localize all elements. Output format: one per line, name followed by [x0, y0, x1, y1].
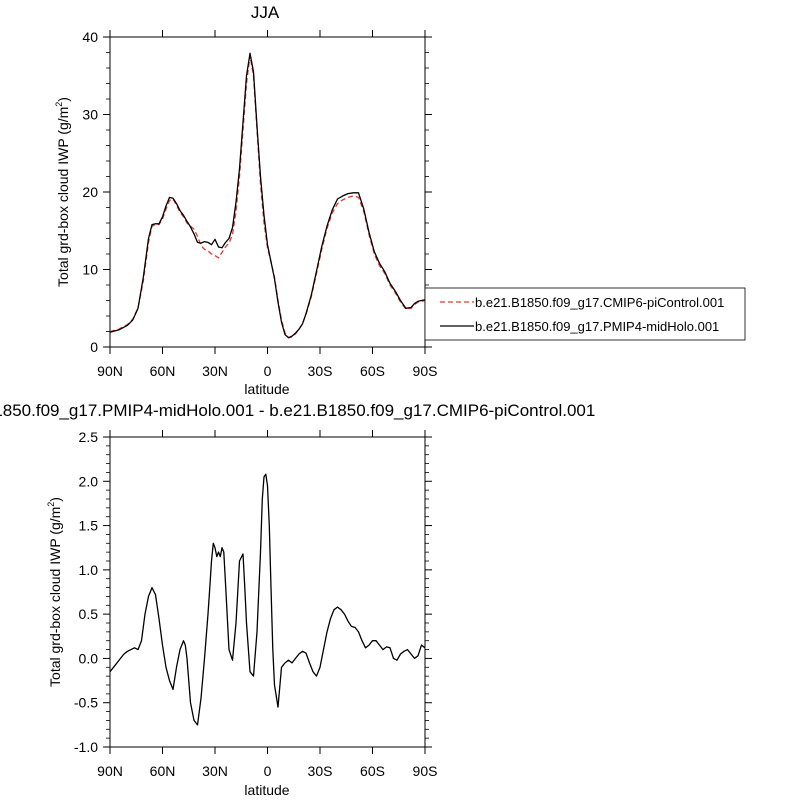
- y-tick-label: 20: [82, 184, 98, 200]
- y-tick-label: 30: [82, 107, 98, 123]
- x-tick-label: 90N: [97, 763, 123, 779]
- x-axis-label: latitude: [244, 782, 289, 798]
- y-axis-label: Total grd-box cloud IWP (g/m2): [54, 97, 71, 287]
- x-tick-label: 60N: [150, 363, 176, 379]
- x-tick-labels: 90N 60N 30N 0 30S 60S 90S: [97, 363, 437, 379]
- series-lines: [109, 52, 426, 339]
- axis-ticks: [103, 430, 432, 754]
- x-tick-label: 60N: [150, 763, 176, 779]
- panel-bottom: b.e21.B1850.f09_g17.PMIP4-midHolo.001 - …: [0, 401, 595, 798]
- y-tick-label: 10: [82, 262, 98, 278]
- panel-top: JJA 0 10 20 30 40 90N 60N 30N 0 30S 60S 90S latitu…: [54, 3, 437, 397]
- y-tick-label: 1.0: [79, 562, 99, 578]
- x-tick-label: 0: [264, 363, 272, 379]
- x-tick-label: 90S: [413, 363, 438, 379]
- series-line-1: [109, 473, 426, 726]
- x-tick-label: 90S: [413, 763, 438, 779]
- y-tick-label: -0.5: [74, 695, 98, 711]
- legend-label-midholo: b.e21.B1850.f09_g17.PMIP4-midHolo.001: [475, 319, 719, 334]
- legend-box: [424, 287, 746, 341]
- y-tick-label: 0.0: [79, 650, 99, 666]
- y-tick-label: 2.0: [79, 473, 99, 489]
- legend: b.e21.B1850.f09_g17.CMIP6-piControl.001 …: [424, 287, 746, 341]
- x-tick-label: 30S: [308, 363, 333, 379]
- y-tick-label: 0.5: [79, 606, 99, 622]
- x-tick-label: 0: [264, 763, 272, 779]
- y-tick-label: 0: [90, 339, 98, 355]
- y-tick-labels: -1.0 -0.5 0.0 0.5 1.0 1.5 2.0 2.5: [74, 429, 98, 755]
- y-tick-labels: 0 10 20 30 40: [82, 29, 98, 355]
- x-tick-labels: 90N 60N 30N 0 30S 60S 90S: [97, 763, 437, 779]
- legend-label-picontrol: b.e21.B1850.f09_g17.CMIP6-piControl.001: [475, 295, 724, 310]
- x-tick-label: 60S: [360, 763, 385, 779]
- x-tick-label: 90N: [97, 363, 123, 379]
- y-tick-label: 1.5: [79, 518, 99, 534]
- plot-frame: [109, 36, 426, 348]
- series-line-2: [109, 52, 426, 339]
- y-tick-label: 2.5: [79, 429, 99, 445]
- x-tick-label: 30S: [308, 763, 333, 779]
- axis-ticks: [103, 30, 432, 354]
- y-axis-label: Total grd-box cloud IWP (g/m2): [46, 497, 63, 687]
- chart-title: b.e21.B1850.f09_g17.PMIP4-midHolo.001 - …: [0, 401, 595, 420]
- x-axis-label: latitude: [244, 381, 289, 397]
- x-tick-label: 60S: [360, 363, 385, 379]
- chart-title: JJA: [251, 3, 280, 22]
- y-tick-label: 40: [82, 29, 98, 45]
- series-lines: [109, 473, 426, 726]
- y-tick-label: -1.0: [74, 739, 98, 755]
- x-tick-label: 30N: [202, 763, 228, 779]
- series-line-1: [109, 54, 426, 339]
- x-tick-label: 30N: [202, 363, 228, 379]
